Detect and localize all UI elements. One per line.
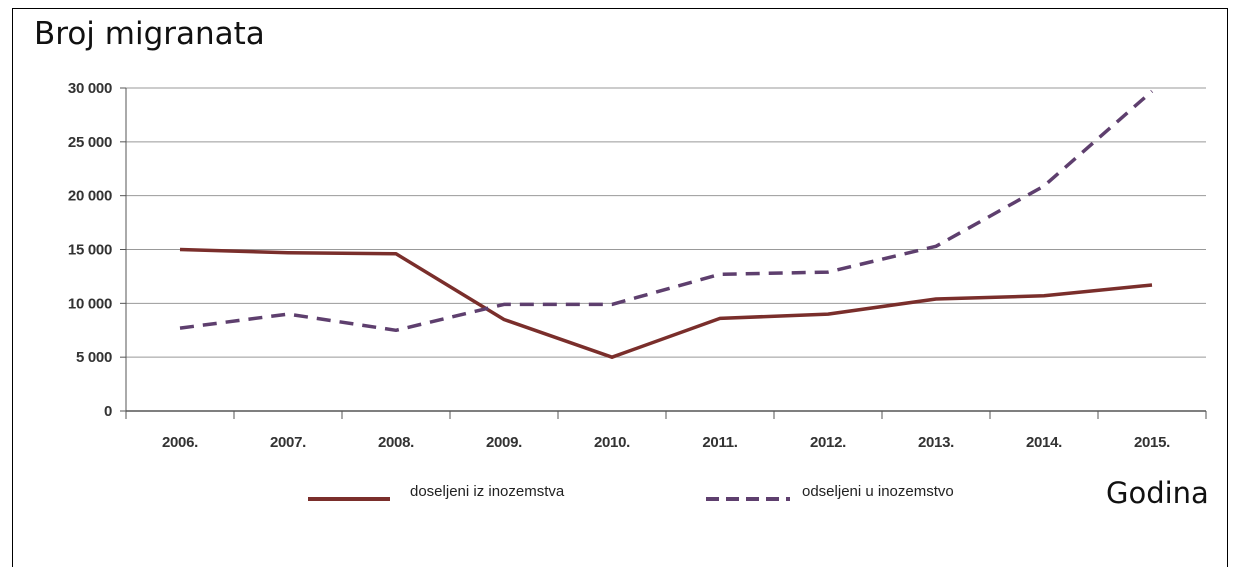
y-tick-label: 15 000 xyxy=(68,242,112,259)
series-line-2 xyxy=(179,89,1154,333)
y-tick-label: 20 000 xyxy=(68,188,112,205)
legend-layer: doseljeni iz inozemstva odseljeni u inoze… xyxy=(308,483,954,501)
x-tick-label: 2009. xyxy=(486,434,522,451)
y-tick-label: 5 000 xyxy=(76,349,112,366)
y-tick-label: 25 000 xyxy=(68,134,112,151)
x-tick-label: 2006. xyxy=(162,434,198,451)
frame-left-border xyxy=(12,8,13,567)
x-axis-title: Godina xyxy=(1106,476,1209,510)
legend-label-1: doseljeni iz inozemstva xyxy=(410,483,565,500)
x-tick-label: 2012. xyxy=(810,434,846,451)
y-tick-label: 10 000 xyxy=(68,295,112,312)
x-tick-label: 2007. xyxy=(270,434,306,451)
y-tick-label: 30 000 xyxy=(68,80,112,97)
frame-top-border xyxy=(12,8,1228,9)
legend-label-2: odseljeni u inozemstvo xyxy=(802,483,954,500)
axis-layer: 0 5 000 10 000 15 000 20 000 25 000 30 000 2006… xyxy=(68,80,1207,451)
x-tick-label: 2015. xyxy=(1134,434,1170,451)
y-tick-label: 0 xyxy=(104,403,112,420)
frame-right-border xyxy=(1227,8,1228,567)
x-tick-label: 2013. xyxy=(918,434,954,451)
x-tick-label: 2010. xyxy=(594,434,630,451)
series-layer xyxy=(179,89,1154,359)
x-tick-label: 2011. xyxy=(702,434,737,451)
y-axis-title: Broj migranata xyxy=(34,16,265,52)
series-line-1 xyxy=(179,247,1153,359)
x-tick-label: 2008. xyxy=(378,434,414,451)
x-tick-label: 2014. xyxy=(1026,434,1062,451)
grid-layer xyxy=(126,87,1206,412)
